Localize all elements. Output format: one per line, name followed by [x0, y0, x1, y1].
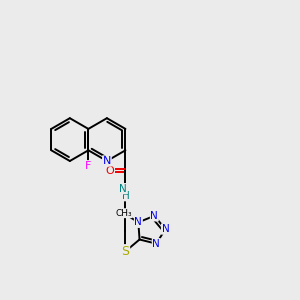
- Text: N: N: [161, 224, 169, 234]
- Text: N: N: [152, 239, 160, 249]
- Text: N: N: [119, 184, 127, 194]
- Text: N: N: [103, 156, 111, 166]
- Text: S: S: [122, 245, 129, 258]
- Text: F: F: [85, 161, 92, 171]
- Text: N: N: [151, 211, 158, 221]
- Text: N: N: [134, 217, 142, 227]
- Text: CH₃: CH₃: [116, 209, 132, 218]
- Text: H: H: [122, 191, 129, 201]
- Text: O: O: [106, 166, 114, 176]
